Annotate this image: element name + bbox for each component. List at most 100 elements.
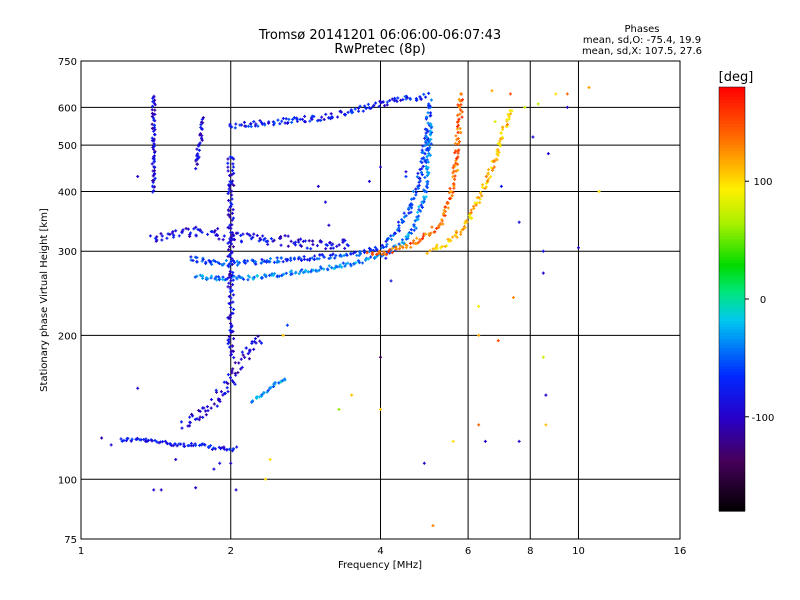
- x-axis-label: Frequency [MHz]: [338, 560, 422, 571]
- colorbar-segment: [719, 295, 745, 300]
- colorbar-segment: [719, 483, 745, 488]
- data-point: [369, 248, 373, 252]
- data-point: [423, 152, 427, 156]
- data-point: [268, 457, 272, 461]
- data-point: [427, 102, 431, 106]
- data-point: [431, 524, 435, 528]
- data-point: [281, 379, 285, 383]
- data-point: [254, 122, 258, 126]
- data-point: [152, 142, 156, 146]
- data-point: [506, 112, 510, 116]
- data-point: [226, 382, 230, 386]
- colorbar-segment: [719, 168, 745, 173]
- data-point: [232, 171, 236, 175]
- data-point: [327, 223, 331, 227]
- data-point: [424, 232, 428, 236]
- data-point: [210, 262, 214, 266]
- data-point: [155, 440, 159, 444]
- data-point: [418, 238, 422, 242]
- data-point: [266, 242, 270, 246]
- data-point: [419, 160, 423, 164]
- colorbar-segment: [719, 383, 745, 388]
- data-point: [152, 147, 156, 151]
- colorbar-segment: [719, 347, 745, 352]
- y-tick-label: 400: [58, 187, 77, 198]
- data-point: [489, 175, 493, 179]
- data-point: [182, 442, 186, 446]
- colorbar-segment: [719, 205, 745, 209]
- data-point: [272, 272, 276, 276]
- data-point: [266, 388, 270, 392]
- colorbar-segment: [719, 202, 745, 206]
- data-point: [264, 477, 268, 481]
- data-point: [451, 175, 455, 179]
- data-point: [237, 361, 241, 365]
- data-point: [201, 258, 205, 262]
- data-point: [215, 233, 219, 237]
- data-point: [397, 242, 401, 246]
- data-point: [484, 185, 488, 189]
- data-point: [224, 258, 228, 262]
- data-point: [150, 162, 154, 166]
- data-point: [397, 224, 401, 228]
- data-point: [546, 152, 550, 156]
- data-point: [541, 355, 545, 359]
- data-point: [226, 373, 230, 377]
- data-point: [294, 270, 298, 274]
- data-point: [245, 232, 249, 236]
- data-point: [259, 121, 263, 125]
- data-point: [331, 246, 335, 250]
- data-point: [130, 437, 134, 441]
- data-point: [361, 261, 365, 265]
- data-point: [319, 266, 323, 270]
- colorbar-segment: [719, 87, 745, 91]
- data-point: [249, 122, 253, 126]
- data-point: [227, 183, 231, 187]
- data-point: [423, 144, 427, 148]
- data-point: [423, 197, 427, 201]
- data-point: [389, 234, 393, 238]
- data-point: [282, 272, 286, 276]
- colorbar-segment: [719, 441, 745, 445]
- colorbar-segment: [719, 280, 745, 285]
- colorbar-segment: [719, 90, 745, 94]
- data-point: [402, 242, 406, 246]
- data-point: [338, 263, 342, 267]
- data-point: [230, 237, 234, 241]
- data-point: [173, 442, 177, 446]
- data-point: [401, 219, 405, 223]
- data-point: [479, 191, 483, 195]
- colorbar-segment: [719, 247, 745, 252]
- data-point: [407, 206, 411, 210]
- data-point: [229, 301, 233, 305]
- data-point: [275, 256, 279, 260]
- data-point: [277, 260, 281, 264]
- data-point: [421, 150, 425, 154]
- data-point: [241, 232, 245, 236]
- data-point: [408, 241, 412, 245]
- data-point: [289, 239, 293, 243]
- data-point: [160, 234, 164, 238]
- data-point: [346, 110, 350, 114]
- data-point: [352, 262, 356, 266]
- data-point: [576, 246, 580, 250]
- data-point: [429, 231, 433, 235]
- data-point: [390, 251, 394, 255]
- data-point: [201, 116, 205, 120]
- data-point: [311, 243, 315, 247]
- x-tick-label: 10: [572, 546, 585, 557]
- data-point: [150, 439, 154, 443]
- data-point: [341, 261, 345, 265]
- colorbar-segment: [719, 459, 745, 464]
- data-point: [273, 121, 277, 125]
- colorbar-label: [deg]: [719, 70, 754, 85]
- data-point: [423, 136, 427, 140]
- data-point: [153, 123, 157, 127]
- data-point: [199, 120, 203, 124]
- data-point: [385, 103, 389, 107]
- data-point: [228, 215, 232, 219]
- data-point: [125, 437, 129, 441]
- data-point: [367, 257, 371, 261]
- data-point: [424, 184, 428, 188]
- data-point: [212, 402, 216, 406]
